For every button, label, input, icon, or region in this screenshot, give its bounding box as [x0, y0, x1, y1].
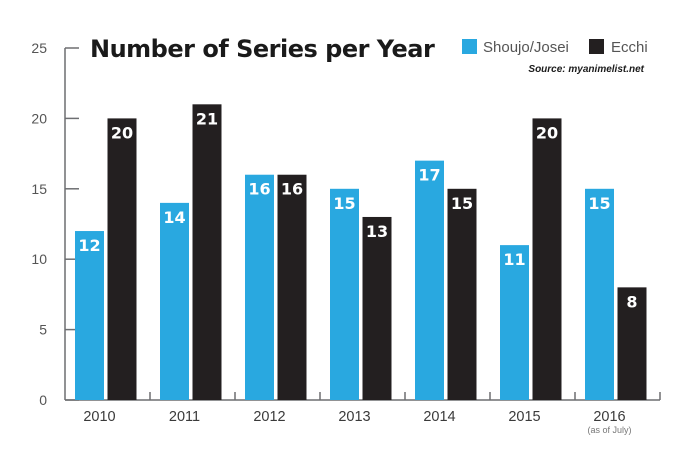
bar-value-label: 15 [588, 194, 610, 213]
bar-ecchi-2010 [107, 118, 137, 401]
x-tick-label: 2013 [338, 409, 370, 425]
x-tick-label: 2014 [423, 409, 455, 425]
bar-value-label: 17 [418, 166, 440, 185]
bar-value-label: 8 [626, 292, 637, 311]
bar-ecchi-2013 [362, 216, 392, 400]
y-tick-label: 20 [31, 110, 47, 126]
bar-value-label: 13 [366, 222, 388, 241]
x-tick-label: 2016 [593, 409, 625, 425]
bar-shoujo-josei-2011 [160, 202, 189, 400]
bar-value-label: 15 [333, 194, 355, 213]
bar-ecchi-2015 [532, 118, 562, 401]
bar-shoujo-josei-2016 [585, 188, 614, 400]
legend: Shoujo/Josei Ecchi [462, 39, 648, 56]
bar-value-label: 16 [281, 180, 303, 199]
y-tick-label: 15 [31, 181, 47, 197]
bar-shoujo-josei-2012 [245, 174, 274, 400]
chart-title: Number of Series per Year [90, 35, 435, 63]
x-tick-note: (as of July) [587, 425, 631, 435]
bar-value-label: 14 [163, 208, 185, 227]
y-tick-label: 0 [39, 392, 47, 408]
bar-value-label: 12 [78, 236, 100, 255]
y-tick-label: 10 [31, 251, 47, 267]
x-tick-label: 2011 [169, 409, 200, 425]
legend-label-ecchi: Ecchi [611, 39, 648, 56]
legend-label-shoujo-josei: Shoujo/Josei [483, 39, 569, 56]
bar-ecchi-2014 [447, 188, 477, 400]
bar-shoujo-josei-2014 [415, 160, 444, 400]
bar-value-label: 15 [451, 194, 473, 213]
x-tick-label: 2015 [508, 409, 540, 425]
legend-swatch-ecchi [589, 39, 604, 54]
bars: 12 14 16 15 17 11 15 20 21 16 13 15 20 8 [75, 104, 647, 401]
bar-value-label: 21 [196, 109, 218, 128]
bar-shoujo-josei-2015 [500, 245, 529, 400]
bar-shoujo-josei-2013 [330, 188, 359, 400]
bar-ecchi-2012 [277, 174, 307, 400]
bar-value-label: 20 [536, 123, 558, 142]
source-note: Source: myanimelist.net [528, 64, 644, 75]
bar-value-label: 16 [248, 180, 270, 199]
x-tick-label: 2010 [83, 409, 115, 425]
y-tick-label: 5 [39, 322, 47, 338]
bar-value-label: 20 [111, 123, 133, 142]
y-tick-label: 25 [31, 40, 47, 56]
bar-shoujo-josei-2010 [75, 231, 104, 400]
legend-swatch-shoujo-josei [462, 39, 477, 54]
bar-value-label: 11 [503, 250, 525, 269]
bar-ecchi-2016 [617, 287, 647, 400]
x-tick-label: 2012 [253, 409, 285, 425]
bar-ecchi-2011 [192, 104, 222, 400]
